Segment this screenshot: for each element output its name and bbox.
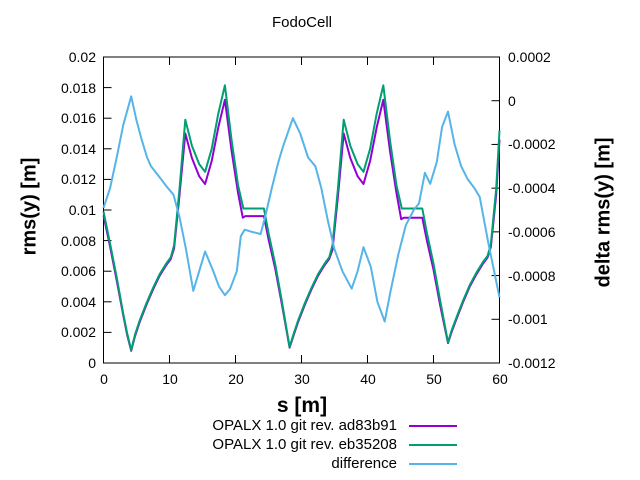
y-right-tick-label: -0.0004 [508, 180, 556, 196]
y-left-tick-label: 0.002 [60, 324, 96, 340]
x-axis-label: s [m] [276, 394, 328, 417]
y-left-tick-label: 0.006 [60, 263, 96, 279]
y-right-tick-label: -0.0008 [508, 268, 556, 284]
legend-label-1: OPALX 1.0 git rev. ad83b91 [212, 417, 397, 434]
legend-line-sample-3 [409, 462, 457, 465]
x-tick-label: 60 [492, 371, 508, 387]
y-left-tick-label: 0.004 [60, 294, 96, 310]
y-right-tick-label: -0.0012 [508, 355, 556, 371]
y-left-tick-label: 0.014 [60, 141, 96, 157]
y-right-tick-label: -0.0006 [508, 224, 556, 240]
y-left-tick-label: 0.02 [68, 49, 96, 65]
legend-line-sample-2 [409, 443, 457, 446]
y-left-tick-label: 0.012 [60, 171, 96, 187]
y-left-tick-label: 0.016 [60, 110, 96, 126]
legend-row-3: difference [0, 454, 460, 473]
y-left-tick-label: 0.008 [60, 233, 96, 249]
x-tick-label: 30 [294, 371, 310, 387]
chart-title: FodoCell [271, 14, 333, 31]
x-tick-label: 40 [360, 371, 376, 387]
y-left-tick-label: 0 [88, 355, 96, 371]
legend-row-1: OPALX 1.0 git rev. ad83b91 [0, 416, 460, 435]
x-tick-label: 10 [162, 371, 178, 387]
y-right-tick-label: -0.001 [508, 311, 548, 327]
y-right-tick-label: 0.0002 [508, 49, 551, 65]
x-tick-label: 0 [100, 371, 108, 387]
legend-row-2: OPALX 1.0 git rev. eb35208 [0, 435, 460, 454]
legend: OPALX 1.0 git rev. ad83b91 OPALX 1.0 git … [0, 416, 460, 473]
series-line-3 [102, 95, 501, 323]
y-left-tick-label: 0.018 [60, 80, 96, 96]
legend-label-2: OPALX 1.0 git rev. eb35208 [212, 436, 397, 453]
plot-border [103, 56, 500, 364]
x-tick-label: 20 [228, 371, 244, 387]
legend-line-sample-1 [409, 424, 457, 427]
y-left-tick-label: 0.01 [68, 202, 96, 218]
legend-label-3: difference [331, 455, 397, 472]
y-right-tick-label: 0 [508, 93, 516, 109]
x-tick-label: 50 [426, 371, 442, 387]
series-line-2 [102, 84, 501, 351]
y-right-tick-label: -0.0002 [508, 136, 556, 152]
